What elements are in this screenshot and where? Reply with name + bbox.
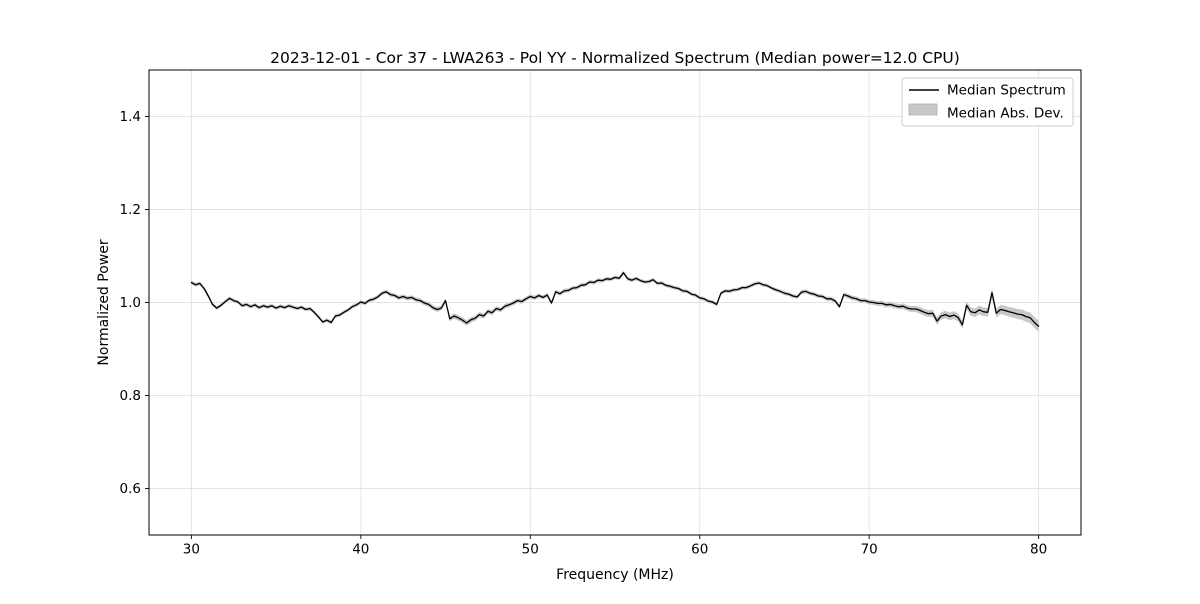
y-tick-label: 0.8 bbox=[120, 388, 141, 404]
y-axis-label: Normalized Power bbox=[96, 239, 112, 365]
legend-patch-sample bbox=[908, 103, 938, 116]
x-tick-label: 30 bbox=[183, 542, 200, 558]
y-tick-label: 1.2 bbox=[120, 202, 141, 218]
y-tick-label: 1.0 bbox=[120, 295, 141, 311]
x-tick-label: 50 bbox=[522, 542, 539, 558]
x-tick-label: 70 bbox=[861, 542, 878, 558]
x-tick-label: 60 bbox=[691, 542, 708, 558]
median-spectrum-line bbox=[190, 272, 1040, 327]
x-tick-label: 80 bbox=[1030, 542, 1047, 558]
legend-label-median-spectrum: Median Spectrum bbox=[947, 83, 1066, 99]
x-tick-label: 40 bbox=[352, 542, 369, 558]
x-axis-label: Frequency (MHz) bbox=[556, 567, 674, 583]
legend-label-median-abs-dev: Median Abs. Dev. bbox=[947, 106, 1064, 122]
chart-title: 2023-12-01 - Cor 37 - LWA263 - Pol YY - … bbox=[270, 49, 960, 67]
series bbox=[190, 270, 1040, 332]
gridlines bbox=[149, 70, 1081, 535]
legend: Median Spectrum Median Abs. Dev. bbox=[901, 77, 1074, 127]
mad-band bbox=[191, 270, 1039, 332]
y-tick-label: 0.6 bbox=[120, 481, 141, 497]
legend-box bbox=[901, 77, 1074, 127]
y-tick-label: 1.4 bbox=[120, 109, 141, 125]
axis-ticks: 30 40 50 60 70 80 0.6 0.8 1.0 1.2 1.4 bbox=[120, 109, 1048, 558]
